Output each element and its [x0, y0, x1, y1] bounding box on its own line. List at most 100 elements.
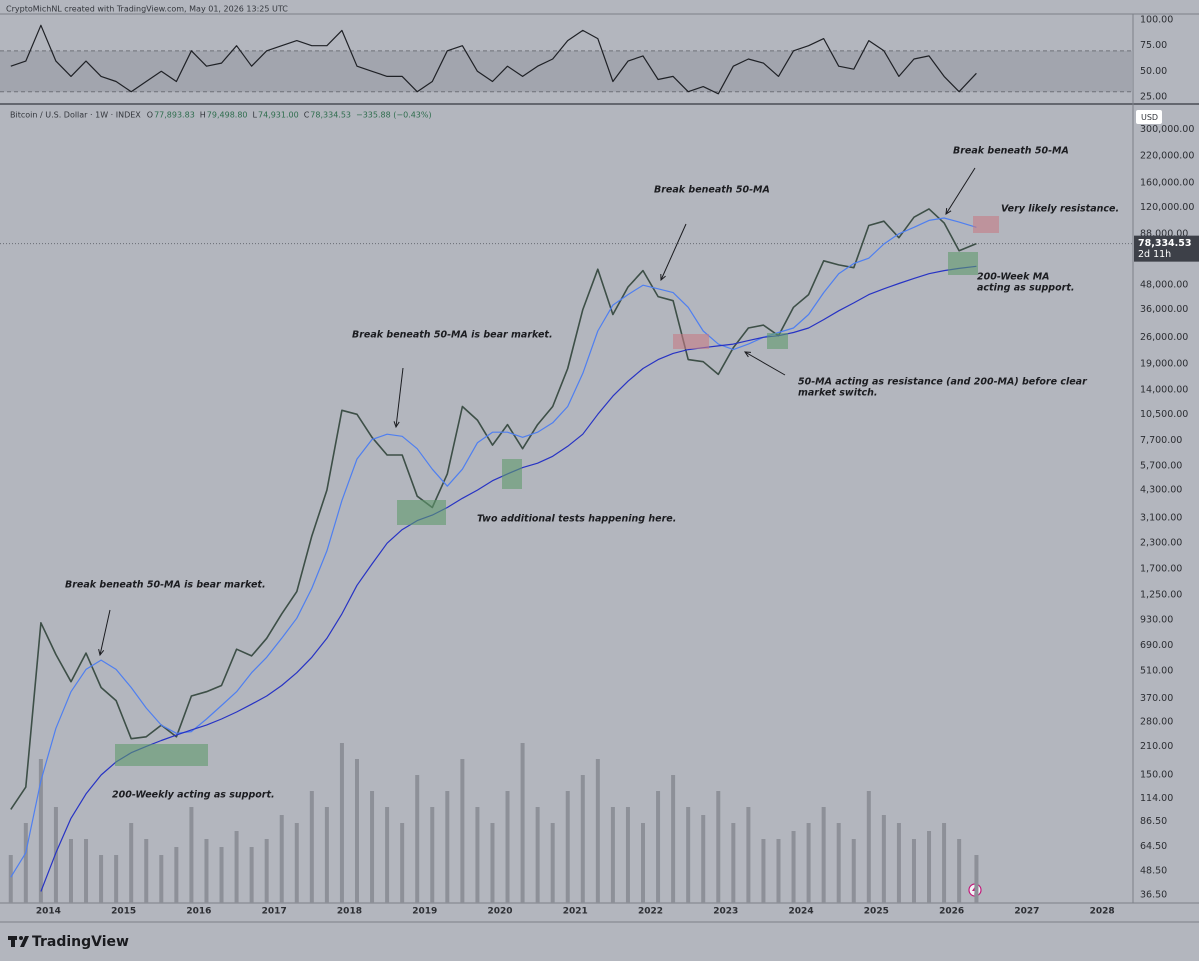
volume-bar [550, 823, 555, 903]
y-tick-label: 100.00 [1140, 15, 1173, 26]
volume-bar [8, 855, 13, 903]
y-tick-label: 64.50 [1140, 841, 1167, 852]
arrow-shaft [99, 609, 111, 656]
volume-bar [370, 791, 375, 903]
y-tick-label: 88,000.00 [1140, 228, 1188, 239]
volume-bar [445, 791, 450, 903]
volume [8, 743, 979, 903]
annotation: 50-MA acting as resistance (and 200-MA) … [798, 377, 1088, 388]
ohlc-key: H [200, 111, 206, 120]
volume-bar [896, 823, 901, 903]
volume-bar [731, 823, 736, 903]
volume-bar [204, 839, 209, 903]
zone [948, 252, 978, 275]
last-price-box [1134, 235, 1199, 262]
arrow [744, 351, 786, 376]
volume-bar [84, 839, 89, 903]
volume-bar [174, 847, 179, 903]
volume-bar [430, 807, 435, 903]
volume-bar [806, 823, 811, 903]
volume-bar [957, 839, 962, 903]
volume-bar [159, 855, 164, 903]
annotation: Break beneath 50-MA is bear market. [65, 580, 266, 591]
zone [673, 334, 709, 349]
volume-bar [475, 807, 480, 903]
x-tick-label: 2021 [563, 907, 588, 917]
y-tick-label: 48,000.00 [1140, 280, 1188, 291]
x-tick-label: 2020 [487, 907, 512, 917]
ohlc-value: 79,498.80 [207, 111, 248, 120]
zone [502, 459, 522, 489]
x-tick-label: 2024 [789, 907, 814, 917]
volume-bar [881, 815, 886, 903]
symbol: Bitcoin / U.S. Dollar · 1W · INDEX [10, 111, 141, 120]
volume-bar [821, 807, 826, 903]
volume-bar [189, 807, 194, 903]
y-tick-label: 14,000.00 [1140, 384, 1188, 395]
y-tick-label: 25.00 [1140, 91, 1167, 102]
annotation: acting as support. [977, 283, 1074, 294]
y-tick-label: 300,000.00 [1140, 124, 1194, 135]
volume-bar [656, 791, 661, 903]
arrow-head [945, 207, 952, 215]
volume-bar [686, 807, 691, 903]
credit: CryptoMichNL created with TradingView.co… [6, 5, 288, 14]
x-tick-label: 2025 [864, 907, 889, 917]
y-tick-label: 86.50 [1140, 816, 1167, 827]
arrow-shaft [744, 351, 786, 376]
y-tick-label: 7,700.00 [1140, 435, 1182, 446]
annotation: 200-Week MA [977, 272, 1050, 283]
volume-bar [927, 831, 932, 903]
volume-bar [354, 759, 359, 903]
volume-bar [385, 807, 390, 903]
volume-bar [911, 839, 916, 903]
currency: USD [1141, 113, 1158, 122]
y-tick-label: 280.00 [1140, 716, 1173, 727]
y-tick-label: 10,500.00 [1140, 409, 1188, 420]
volume-bar [610, 807, 615, 903]
rsi-band [0, 50, 1133, 92]
annotation: Two additional tests happening here. [477, 514, 676, 525]
arrow-shaft [395, 367, 404, 428]
volume-bar [99, 855, 104, 903]
y-tick-label: 220,000.00 [1140, 150, 1194, 161]
zone [767, 333, 788, 349]
arrow-head [98, 649, 105, 657]
x-tick-label: 2027 [1014, 907, 1039, 917]
volume-bar [53, 807, 58, 903]
volume-bar [851, 839, 856, 903]
volume-bar [761, 839, 766, 903]
y-tick-label: 75.00 [1140, 40, 1167, 51]
annotation: Break beneath 50-MA [654, 185, 770, 196]
y-tick-label: 370.00 [1140, 693, 1173, 704]
arrow-head [393, 421, 400, 429]
x-tick-label: 2015 [111, 907, 136, 917]
y-tick-label: 50.00 [1140, 66, 1167, 77]
arrow [945, 167, 976, 215]
arrow [660, 223, 687, 282]
y-tick-label: 690.00 [1140, 640, 1173, 651]
volume-bar [580, 775, 585, 903]
currency-box [1136, 110, 1162, 124]
volume-bar [701, 815, 706, 903]
x-tick-label: 2023 [713, 907, 738, 917]
zone [397, 500, 446, 525]
x-tick-label: 2014 [36, 907, 61, 917]
volume-bar [279, 815, 284, 903]
volume-bar [595, 759, 600, 903]
zone [973, 216, 999, 233]
ohlc-key: C [304, 111, 310, 120]
volume-bar [974, 855, 979, 903]
y-tick-label: 150.00 [1140, 769, 1173, 780]
x-tick-label: 2017 [262, 907, 287, 917]
annotation: 200-Weekly acting as support. [112, 790, 275, 801]
volume-bar [836, 823, 841, 903]
series-line [10, 24, 977, 95]
volume-bar [400, 823, 405, 903]
annotation: Break beneath 50-MA is bear market. [352, 330, 553, 341]
ohlc-value: 74,931.00 [258, 111, 299, 120]
volume-bar [114, 855, 119, 903]
volume-bar [68, 839, 73, 903]
x-tick-label: 2018 [337, 907, 362, 917]
volume-bar [415, 775, 420, 903]
